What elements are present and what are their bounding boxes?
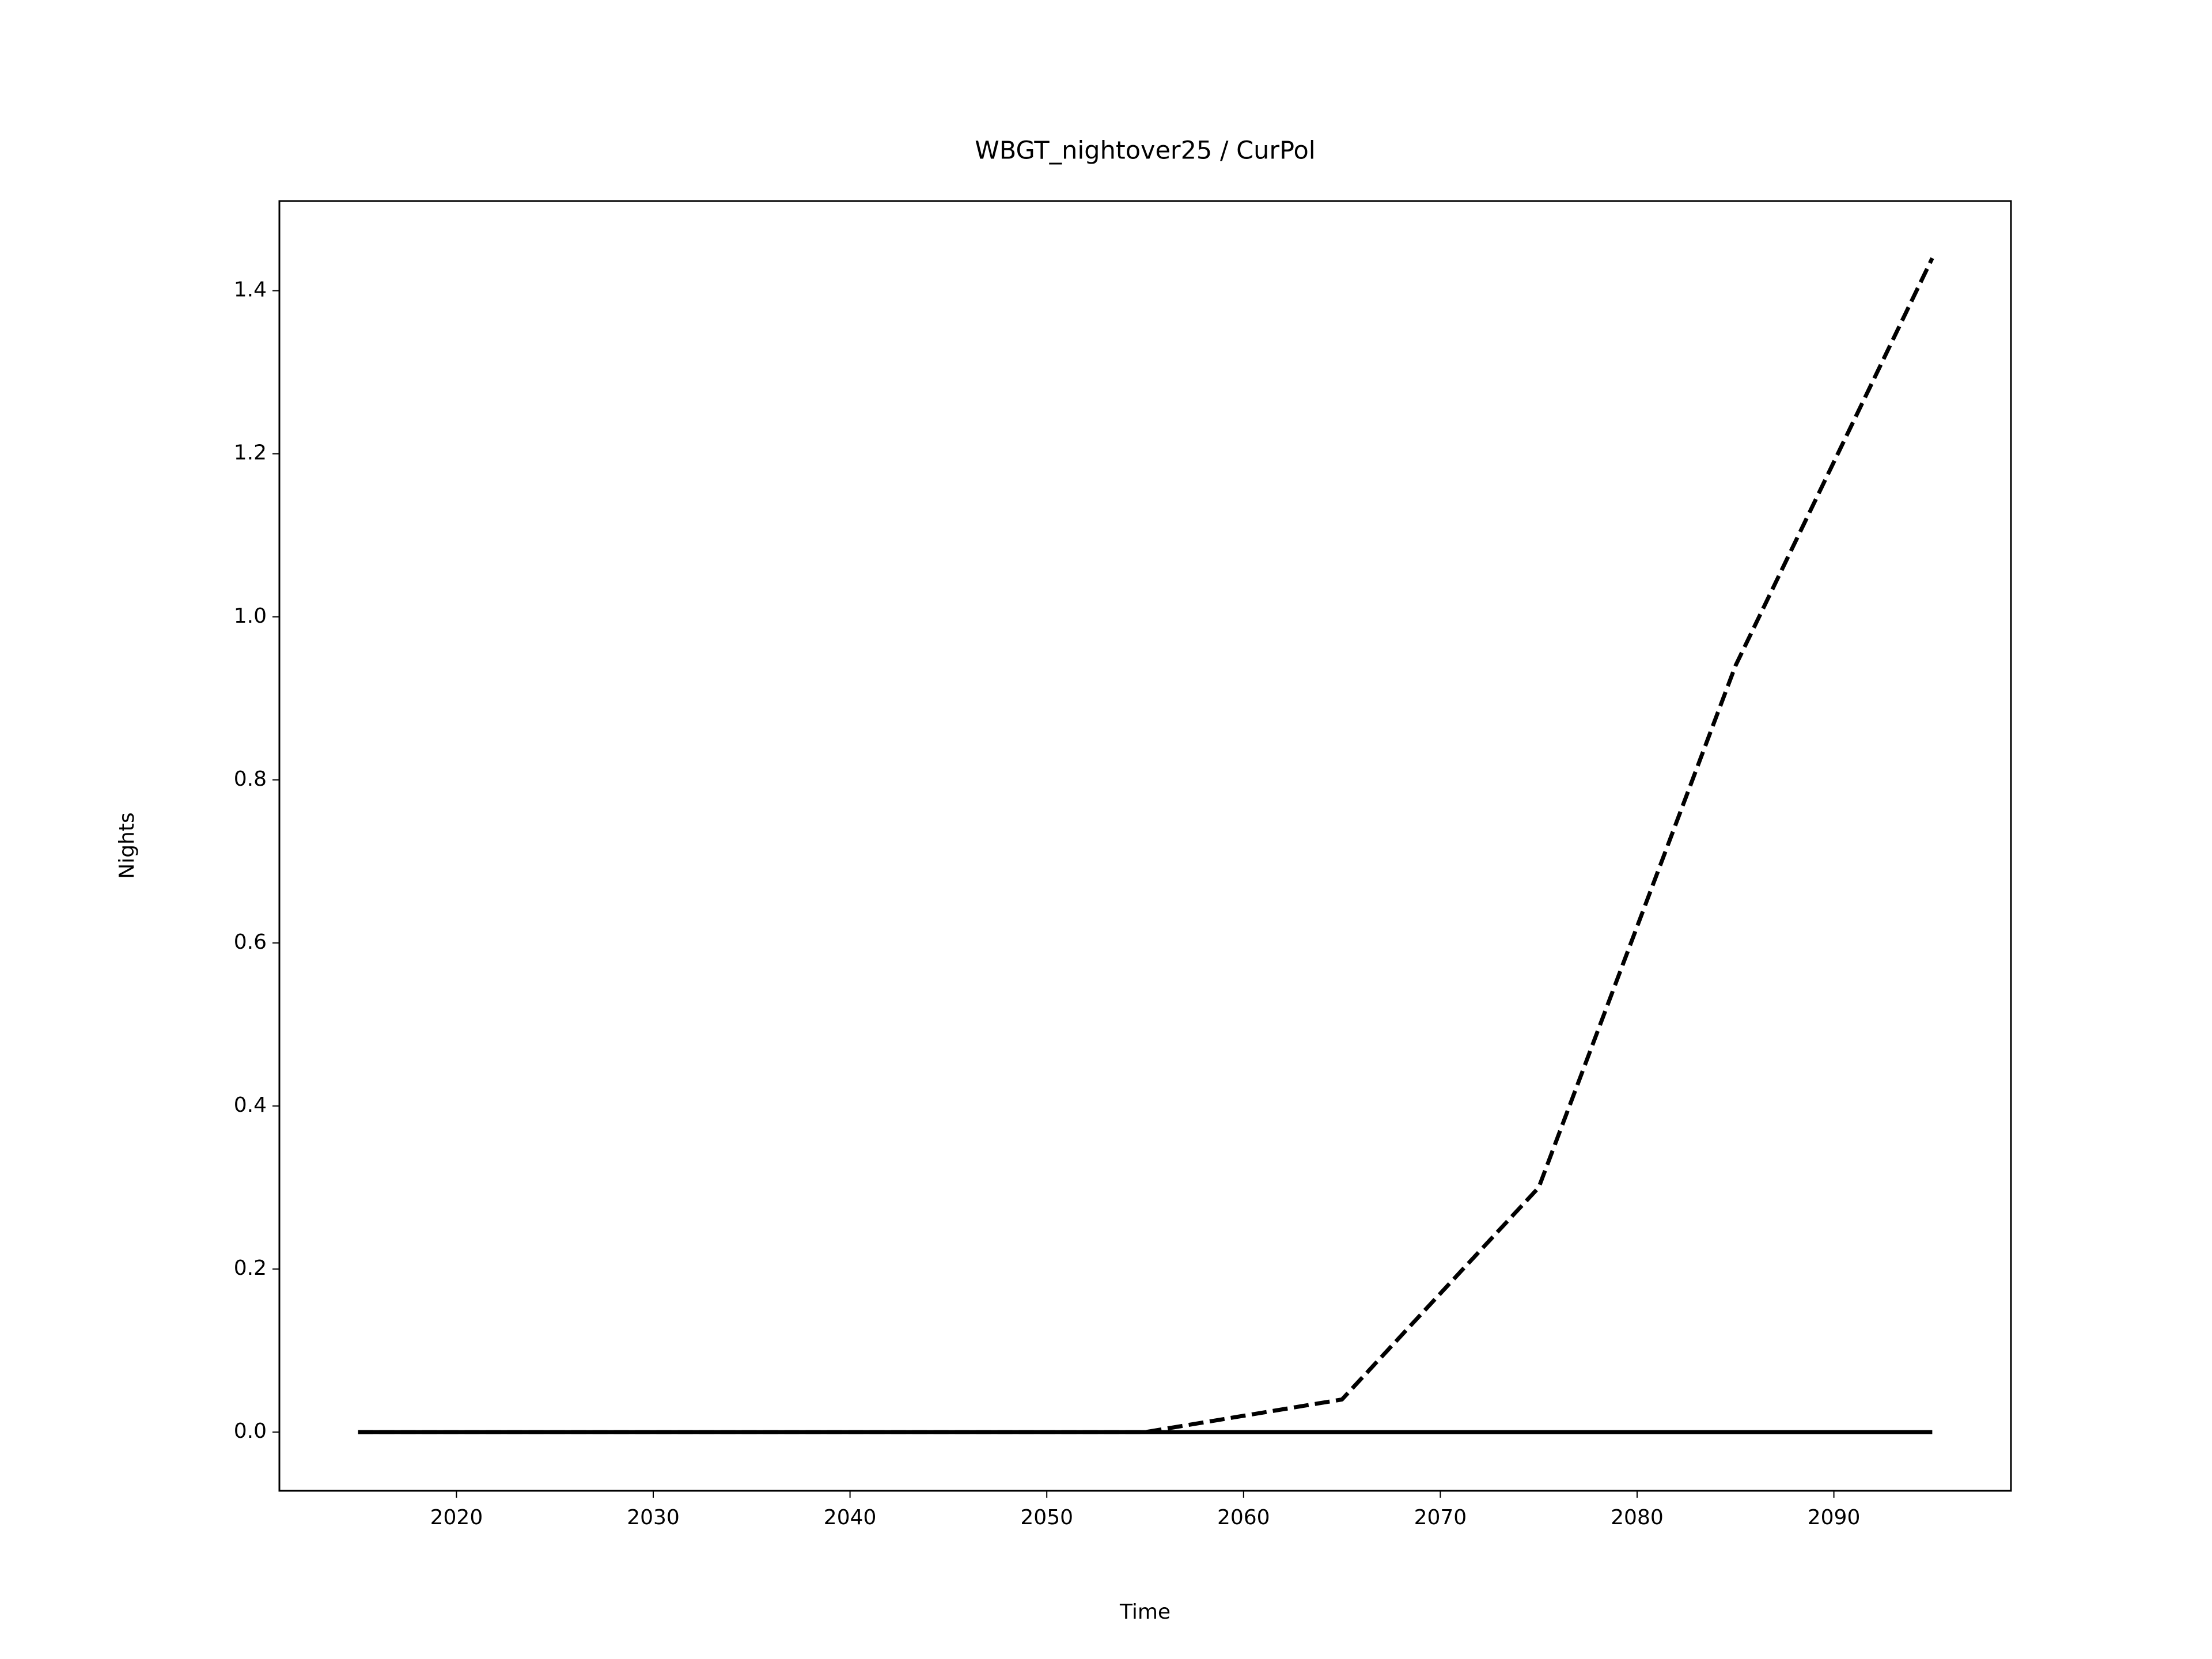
x-tick-label: 2090 xyxy=(1808,1506,1861,1529)
y-tick-label: 0.4 xyxy=(234,1093,267,1117)
x-tick-label: 2050 xyxy=(1020,1506,1073,1529)
x-tick-label: 2040 xyxy=(824,1506,877,1529)
chart-title: WBGT_nightover25 / CurPol xyxy=(975,137,1315,165)
y-axis-label: Nights xyxy=(115,812,139,878)
series-line xyxy=(358,257,1934,1434)
x-tick-label: 2030 xyxy=(627,1506,680,1529)
y-tick-label: 0.0 xyxy=(234,1419,267,1443)
plot-frame xyxy=(278,200,2012,1492)
x-tick-label: 2080 xyxy=(1611,1506,1664,1529)
y-tick-label: 0.2 xyxy=(234,1256,267,1280)
y-tick-label: 1.4 xyxy=(234,278,267,302)
x-tick-label: 2020 xyxy=(430,1506,483,1529)
x-tick-label: 2060 xyxy=(1217,1506,1270,1529)
y-tick-label: 0.8 xyxy=(234,767,267,791)
y-tick-label: 1.0 xyxy=(234,604,267,628)
x-axis-label: Time xyxy=(1119,1600,1171,1624)
y-tick-label: 0.6 xyxy=(234,930,267,954)
x-tick-label: 2070 xyxy=(1414,1506,1467,1529)
y-tick-label: 1.2 xyxy=(234,441,267,465)
